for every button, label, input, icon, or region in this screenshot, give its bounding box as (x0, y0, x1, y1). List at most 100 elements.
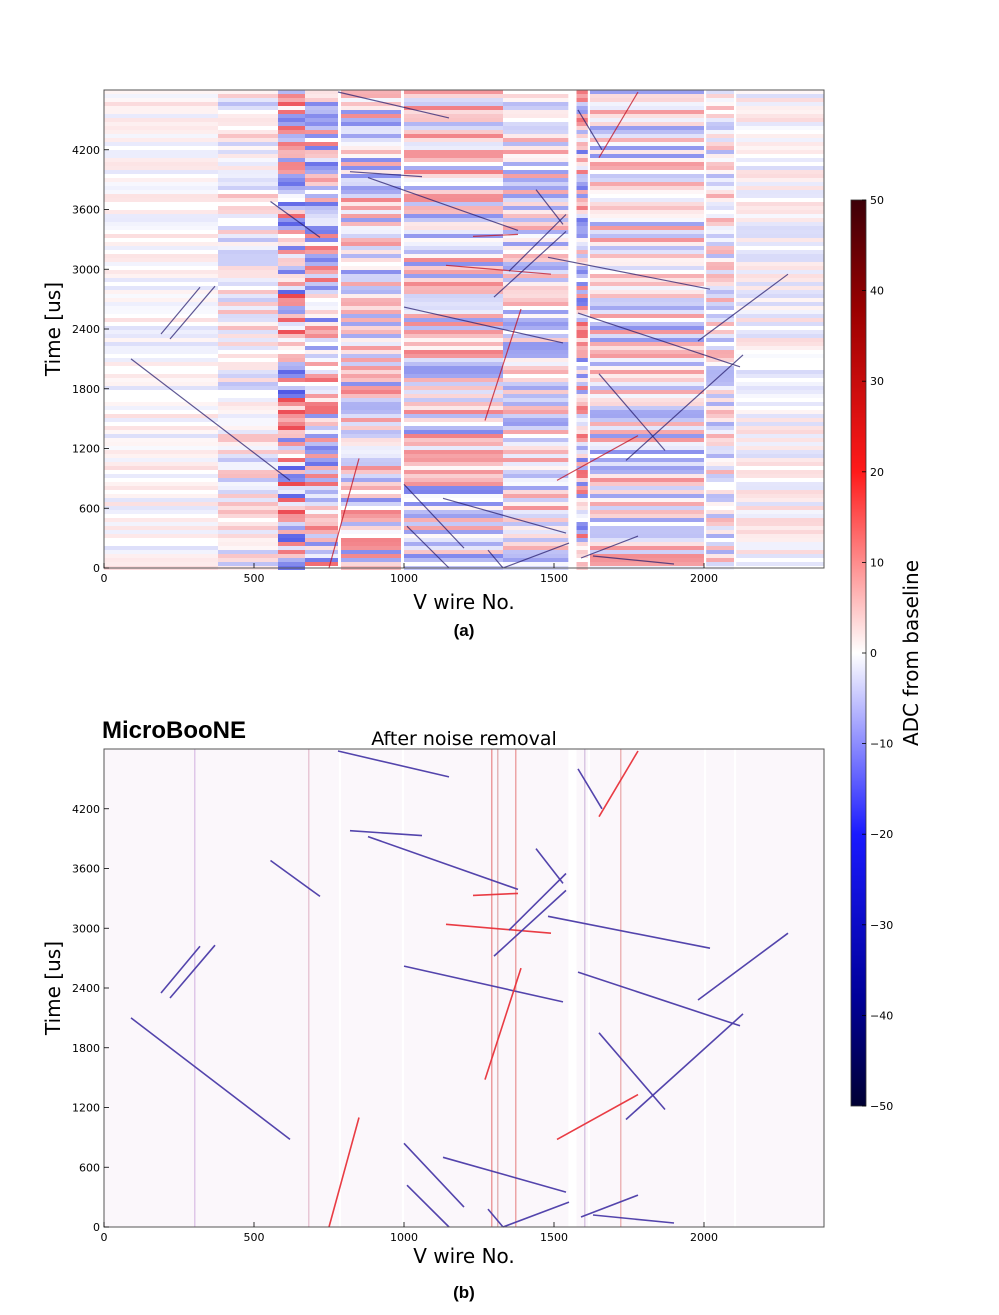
noise-stripe (590, 130, 704, 134)
noise-stripe (341, 314, 401, 318)
noise-stripe (404, 278, 503, 282)
noise-stripe (503, 398, 569, 402)
noise-stripe (590, 530, 704, 534)
noise-stripe (576, 230, 588, 234)
noise-stripe (576, 210, 588, 214)
noise-stripe (503, 454, 569, 458)
noise-stripe (576, 310, 588, 314)
noise-stripe (503, 446, 569, 450)
noise-stripe (278, 230, 305, 234)
noise-stripe (341, 166, 401, 170)
noise-stripe (104, 278, 218, 282)
noise-stripe (736, 118, 824, 122)
noise-stripe (590, 358, 704, 362)
noise-stripe (278, 250, 305, 254)
noise-stripe (706, 430, 734, 434)
noise-stripe (305, 406, 338, 410)
noise-stripe (503, 294, 569, 298)
noise-stripe (218, 214, 278, 218)
noise-stripe (576, 398, 588, 402)
noise-stripe (576, 382, 588, 386)
noise-stripe (590, 210, 704, 214)
noise-stripe (736, 138, 824, 142)
noise-stripe (706, 166, 734, 170)
noise-stripe (305, 454, 338, 458)
noise-stripe (590, 146, 704, 150)
noise-stripe (576, 482, 588, 486)
noise-stripe (278, 226, 305, 230)
noise-stripe (104, 558, 218, 562)
noise-stripe (736, 290, 824, 294)
noise-stripe (404, 446, 503, 450)
noise-stripe (706, 386, 734, 390)
noise-stripe (341, 238, 401, 242)
noise-stripe (590, 422, 704, 426)
noise-stripe (503, 106, 569, 110)
noise-stripe (278, 418, 305, 422)
noise-stripe (736, 498, 824, 502)
noise-stripe (706, 498, 734, 502)
noise-stripe (404, 266, 503, 270)
noise-stripe (736, 98, 824, 102)
noise-stripe (218, 458, 278, 462)
track (270, 859, 321, 898)
noise-stripe (590, 218, 704, 222)
noise-stripe (104, 442, 218, 446)
noise-stripe (503, 338, 569, 342)
noise-stripe (278, 150, 305, 154)
noise-stripe (104, 562, 218, 566)
noise-stripe (706, 190, 734, 194)
noise-stripe (278, 134, 305, 138)
noise-stripe (590, 438, 704, 442)
noise-stripe (576, 534, 588, 538)
noise-stripe (218, 318, 278, 322)
noise-stripe (305, 550, 338, 554)
noise-stripe (706, 226, 734, 230)
noise-stripe (736, 402, 824, 406)
noise-stripe (341, 94, 401, 98)
track (598, 750, 639, 818)
track (502, 1201, 570, 1228)
noise-stripe (503, 542, 569, 546)
noise-stripe (104, 546, 218, 550)
noise-stripe (341, 470, 401, 474)
noise-stripe (706, 290, 734, 294)
noise-stripe (590, 330, 704, 334)
noise-stripe (341, 562, 401, 566)
noise-stripe (576, 126, 588, 130)
noise-stripe (278, 338, 305, 342)
noise-stripe (278, 442, 305, 446)
noise-stripe (736, 114, 824, 118)
noise-stripe (736, 450, 824, 454)
noise-stripe (576, 338, 588, 342)
noise-stripe (104, 262, 218, 266)
noise-stripe (404, 314, 503, 318)
noise-stripe (590, 478, 704, 482)
noise-stripe (736, 434, 824, 438)
noise-stripe (404, 158, 503, 162)
noise-stripe (278, 534, 305, 538)
noise-stripe (341, 206, 401, 210)
track (160, 286, 201, 335)
noise-stripe (278, 558, 305, 562)
noise-stripe (218, 242, 278, 246)
noise-stripe (576, 454, 588, 458)
noise-stripe (590, 114, 704, 118)
noise-stripe (503, 406, 569, 410)
noise-stripe (305, 482, 338, 486)
noise-stripe (278, 374, 305, 378)
noise-stripe (305, 470, 338, 474)
noise-stripe (404, 222, 503, 226)
noise-stripe (305, 94, 338, 98)
noise-stripe (278, 490, 305, 494)
noise-stripe (404, 366, 503, 370)
noise-stripe (104, 150, 218, 154)
noise-stripe (706, 174, 734, 178)
noise-stripe (706, 522, 734, 526)
noise-stripe (404, 490, 503, 494)
noise-stripe (278, 538, 305, 542)
noise-stripe (736, 430, 824, 434)
noise-stripe (305, 450, 338, 454)
noise-stripe (706, 466, 734, 470)
noise-stripe (706, 238, 734, 242)
